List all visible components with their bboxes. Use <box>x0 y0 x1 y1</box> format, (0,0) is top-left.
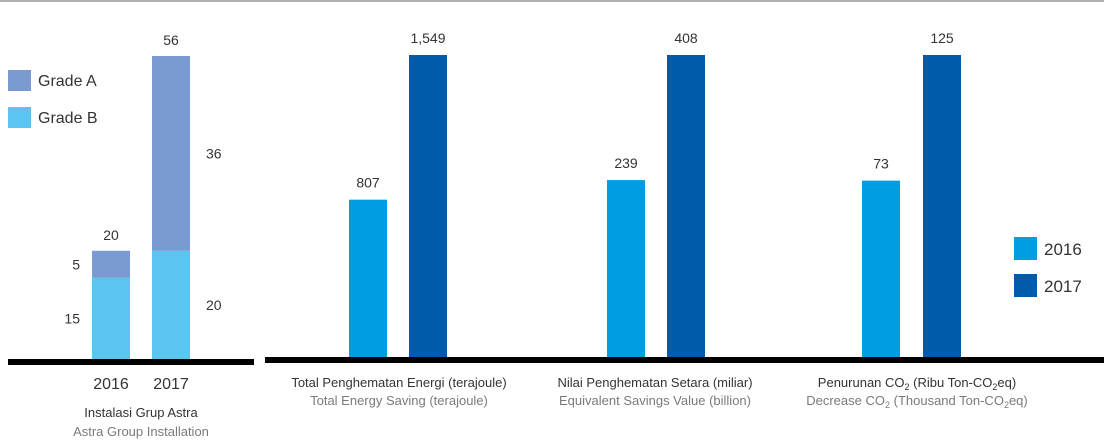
bar-chart3-2017 <box>667 55 705 357</box>
bar-grade-a-2017 <box>152 56 190 251</box>
x-axis-label-chart2: Total Penghematan Energi (terajoule) <box>291 375 506 390</box>
legend-label-grade-a: Grade A <box>38 73 97 90</box>
value-label-chart3-2016: 239 <box>614 155 638 171</box>
bar-chart4-2016 <box>862 180 900 357</box>
bar-chart4-2017 <box>923 55 961 357</box>
value-label-grade-a-2017: 36 <box>206 145 222 161</box>
value-label-grade-b-2016: 15 <box>64 310 80 326</box>
x-axis-label-installation: Instalasi Grup Astra <box>84 405 198 420</box>
x-axis-label-chart3-en: Equivalent Savings Value (billion) <box>559 393 751 408</box>
bar-chart2-2017 <box>409 55 447 357</box>
legend-label-grade-b: Grade B <box>38 110 98 127</box>
bar-chart3-2016 <box>607 180 645 357</box>
x-axis-label-chart4: Penurunan CO2 (Ribu Ton-CO2eq) <box>818 375 1016 392</box>
legend-swatch-grade-b <box>8 107 31 128</box>
legend-label-2016: 2016 <box>1044 240 1082 259</box>
x-axis-label-chart2-en: Total Energy Saving (terajoule) <box>310 393 488 408</box>
total-label-2017: 56 <box>163 32 179 48</box>
value-label-chart4-2017: 125 <box>930 30 954 46</box>
x-axis-label-chart3: Nilai Penghematan Setara (miliar) <box>557 375 752 390</box>
legend-swatch-2016 <box>1014 237 1037 260</box>
x-tick-label-2017: 2017 <box>153 376 189 393</box>
value-label-chart4-2016: 73 <box>873 156 889 172</box>
value-label-chart2-2016: 807 <box>356 175 380 191</box>
legend-label-2017: 2017 <box>1044 277 1082 296</box>
x-axis-label-chart4-en: Decrease CO2 (Thousand Ton-CO2eq) <box>806 393 1028 410</box>
x-axis-label-installation-en: Astra Group Installation <box>73 424 209 439</box>
value-label-grade-b-2017: 20 <box>206 297 222 313</box>
bar-chart2-2016 <box>349 199 387 357</box>
value-label-chart3-2017: 408 <box>674 30 698 46</box>
total-label-2016: 20 <box>103 227 119 243</box>
legend-swatch-2017 <box>1014 274 1037 297</box>
legend-swatch-grade-a <box>8 70 31 91</box>
value-label-grade-a-2016: 5 <box>72 256 80 272</box>
value-label-chart2-2017: 1,549 <box>410 30 445 46</box>
bar-grade-a-2016 <box>92 250 130 278</box>
bar-grade-b-2016 <box>92 277 130 359</box>
x-tick-label-2016: 2016 <box>93 376 129 393</box>
bar-grade-b-2017 <box>152 250 190 359</box>
